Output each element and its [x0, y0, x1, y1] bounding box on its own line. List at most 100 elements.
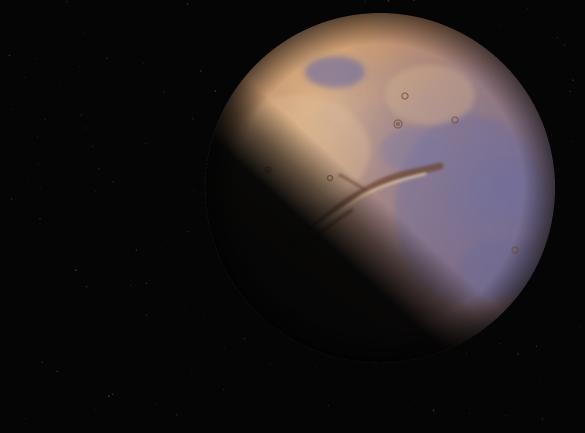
- star: [387, 0, 390, 2]
- star: [200, 70, 202, 72]
- star: [284, 419, 285, 421]
- star: [133, 286, 135, 288]
- star: [143, 62, 145, 64]
- star: [79, 66, 80, 67]
- star: [550, 134, 552, 136]
- star: [505, 415, 507, 417]
- star: [571, 140, 574, 143]
- star: [186, 3, 189, 5]
- star: [145, 282, 148, 285]
- star: [204, 312, 206, 315]
- star: [191, 373, 193, 375]
- star: [469, 412, 471, 414]
- star: [223, 388, 225, 391]
- star: [580, 325, 582, 327]
- star: [46, 31, 49, 33]
- star: [436, 368, 438, 370]
- star: [413, 0, 415, 1]
- star: [527, 8, 528, 9]
- star: [146, 314, 147, 316]
- star: [145, 142, 147, 144]
- star: [92, 145, 94, 148]
- star: [66, 115, 68, 116]
- star: [252, 317, 254, 319]
- mars-disc: [205, 13, 555, 363]
- star: [56, 370, 58, 373]
- star: [159, 41, 160, 43]
- star: [408, 406, 410, 408]
- star: [85, 285, 88, 288]
- star: [37, 136, 38, 138]
- star: [95, 190, 96, 192]
- star: [192, 119, 194, 121]
- star: [59, 83, 61, 85]
- star: [4, 219, 6, 221]
- star: [224, 348, 226, 349]
- star: [187, 231, 189, 233]
- star: [98, 168, 100, 170]
- star: [537, 312, 539, 313]
- star: [500, 25, 502, 27]
- star: [465, 353, 467, 354]
- star: [214, 90, 217, 92]
- star: [40, 188, 42, 190]
- star: [33, 265, 35, 267]
- star: [41, 361, 43, 364]
- star: [156, 403, 157, 405]
- star: [85, 127, 87, 129]
- star: [535, 345, 538, 347]
- star: [39, 218, 41, 220]
- star: [92, 385, 94, 386]
- star: [101, 95, 103, 97]
- star: [111, 20, 113, 22]
- star: [80, 114, 82, 116]
- star: [135, 249, 138, 251]
- star: [564, 44, 566, 46]
- star: [539, 381, 541, 382]
- star: [27, 181, 30, 183]
- star: [193, 190, 195, 192]
- star: [517, 353, 519, 355]
- star: [10, 198, 13, 200]
- star: [198, 329, 200, 331]
- star: [582, 137, 584, 139]
- star: [541, 360, 543, 362]
- star: [130, 284, 132, 287]
- star: [572, 79, 574, 81]
- star: [556, 37, 558, 39]
- star: [176, 414, 178, 416]
- star: [548, 102, 550, 104]
- star: [178, 282, 180, 283]
- star: [243, 337, 246, 340]
- star: [74, 269, 77, 271]
- star: [280, 341, 282, 342]
- star: [8, 54, 11, 57]
- star: [569, 90, 571, 93]
- star: [129, 6, 131, 9]
- star: [112, 181, 114, 182]
- star: [38, 164, 39, 166]
- star: [110, 212, 112, 214]
- star: [191, 117, 194, 119]
- star: [112, 393, 114, 395]
- star: [12, 108, 14, 110]
- star: [44, 382, 46, 384]
- star: [82, 32, 84, 34]
- star: [0, 14, 2, 15]
- star: [37, 244, 39, 246]
- star: [108, 395, 110, 397]
- star: [315, 366, 317, 368]
- star: [364, 0, 366, 3]
- star: [165, 241, 167, 243]
- star: [125, 14, 127, 16]
- star: [163, 91, 165, 94]
- star: [432, 409, 435, 412]
- star: [25, 418, 27, 420]
- star: [44, 119, 46, 121]
- star: [499, 342, 501, 344]
- star: [327, 405, 329, 406]
- star: [187, 388, 189, 389]
- star: [269, 363, 272, 365]
